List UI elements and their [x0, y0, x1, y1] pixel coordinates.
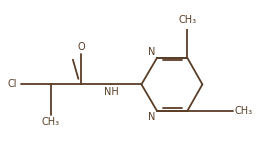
Text: N: N: [148, 112, 155, 122]
Text: Cl: Cl: [8, 79, 17, 89]
Text: CH₃: CH₃: [178, 15, 196, 25]
Text: NH: NH: [104, 87, 119, 97]
Text: O: O: [77, 42, 85, 52]
Text: N: N: [148, 47, 155, 57]
Text: CH₃: CH₃: [235, 106, 253, 116]
Text: CH₃: CH₃: [42, 117, 60, 127]
